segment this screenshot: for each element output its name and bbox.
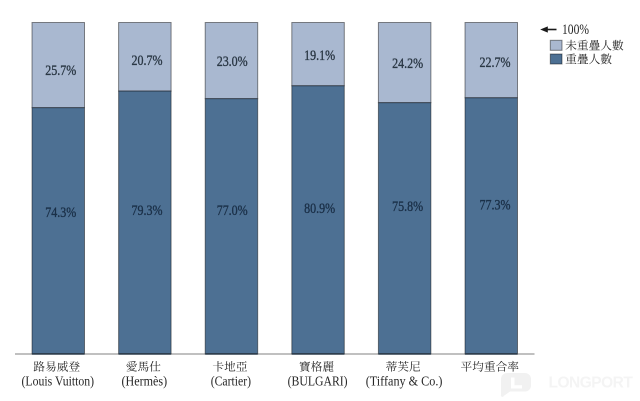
svg-text:(BULGARI): (BULGARI) bbox=[288, 375, 348, 390]
svg-text:(Louis Vuitton): (Louis Vuitton) bbox=[22, 375, 95, 390]
svg-text:25.7%: 25.7% bbox=[45, 63, 76, 79]
svg-text:22.7%: 22.7% bbox=[480, 55, 511, 71]
svg-text:80.9%: 80.9% bbox=[304, 201, 335, 217]
svg-text:(Tiffany & Co.): (Tiffany & Co.) bbox=[366, 375, 443, 390]
svg-text:24.2%: 24.2% bbox=[392, 56, 423, 72]
svg-text:74.3%: 74.3% bbox=[45, 205, 76, 221]
svg-text:100%: 100% bbox=[562, 22, 589, 38]
svg-text:19.1%: 19.1% bbox=[304, 48, 335, 64]
svg-text:77.0%: 77.0% bbox=[217, 203, 248, 219]
svg-text:(Hermès): (Hermès) bbox=[121, 375, 167, 390]
svg-text:77.3%: 77.3% bbox=[480, 197, 511, 213]
svg-text:75.8%: 75.8% bbox=[392, 199, 423, 215]
svg-text:(Cartier): (Cartier) bbox=[211, 375, 252, 390]
svg-text:79.3%: 79.3% bbox=[132, 203, 163, 219]
svg-text:23.0%: 23.0% bbox=[217, 54, 248, 70]
svg-text:20.7%: 20.7% bbox=[132, 53, 163, 69]
svg-text:LONGPORT: LONGPORT bbox=[549, 374, 634, 391]
